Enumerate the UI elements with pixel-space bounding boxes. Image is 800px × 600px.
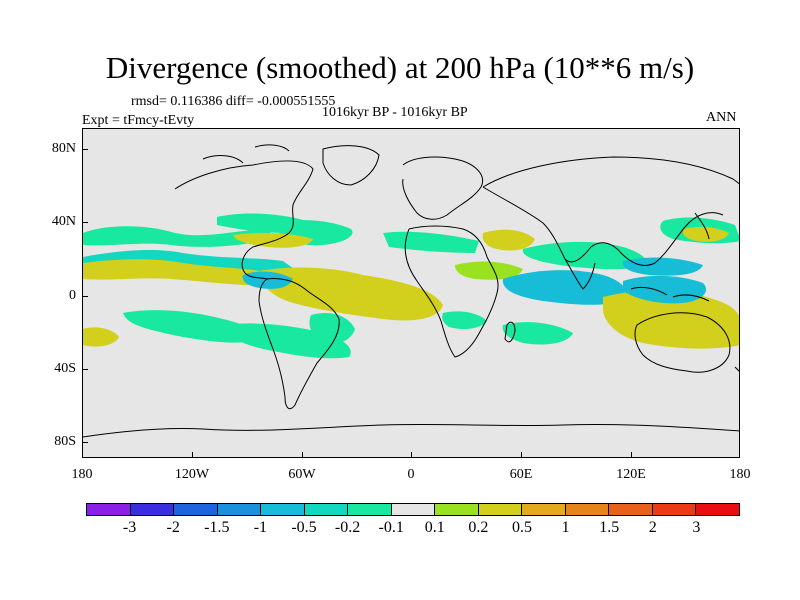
x-tick-label: 120E [616, 467, 646, 482]
field-cyan-maritime [623, 275, 707, 304]
colorbar-tick-label: 1 [561, 519, 570, 536]
coast-india [564, 258, 596, 290]
colorbar-swatch [652, 504, 697, 515]
coast-greenland [322, 145, 380, 186]
field-green-south-indian [502, 322, 573, 345]
field-lime-sahel [455, 261, 523, 280]
tick-80s-mark [82, 442, 88, 443]
x-tick-label: 60E [509, 467, 533, 482]
period-label: 1016kyr BP - 1016kyr BP [322, 105, 468, 120]
x-tick-mark [521, 452, 522, 458]
coast-asia [482, 156, 739, 266]
colorbar-swatch [391, 504, 436, 515]
colorbar-swatch [696, 504, 739, 515]
map-panel[interactable] [82, 128, 740, 458]
field-green-south-pacific [123, 310, 255, 343]
coast-australia [634, 312, 731, 373]
field-olive-south-america [259, 267, 443, 321]
coast-new-zealand [734, 366, 739, 372]
coast-south-america [258, 278, 340, 410]
colorbar-tick-label: -0.1 [378, 519, 404, 536]
coast-africa [404, 225, 499, 358]
field-green-south-pacific-2 [223, 323, 351, 359]
colorbar-swatch [130, 504, 175, 515]
colorbar-tick-label: -2 [166, 519, 180, 536]
coast-japan [694, 212, 710, 240]
y-tick-label: 0 [69, 288, 76, 303]
coast-madagascar [504, 321, 516, 343]
tick-0-mark [82, 296, 88, 297]
colorbar-tick-label: 2 [648, 519, 657, 536]
field-olive-pacific-band [83, 259, 275, 286]
colorbar-swatch [261, 504, 305, 515]
colorbar-tick-label: -0.2 [334, 519, 361, 536]
plot-title: Divergence (smoothed) at 200 hPa (10**6 … [105, 50, 695, 85]
field-green-west-africa [383, 231, 479, 253]
y-tick-label: 80S [54, 434, 76, 449]
colorbar-tick-label: 3 [692, 519, 701, 536]
tick-80n-mark [82, 149, 88, 150]
x-tick-mark [739, 452, 740, 458]
colorbar-swatch [217, 504, 262, 515]
colorbar [86, 503, 740, 516]
field-olive-sw-pacific [83, 327, 119, 347]
field-teal-east-asia [622, 257, 703, 276]
field-olive-west-pacific [682, 226, 729, 242]
colorbar-tick-label: -1.5 [204, 519, 230, 536]
y-tick-label: 40N [51, 214, 76, 229]
x-tick-label: 60W [288, 467, 316, 482]
field-green-east-pacific-n [217, 213, 311, 233]
coast-arctic-islands [202, 144, 290, 164]
x-tick-mark [302, 452, 303, 458]
x-tick-mark [631, 452, 632, 458]
coastlines [83, 144, 739, 438]
x-tick-mark [82, 452, 83, 458]
colorbar-swatch [522, 504, 566, 515]
colorbar-swatch [609, 504, 653, 515]
coast-europe [402, 156, 483, 220]
field-olive-maritime [603, 290, 739, 349]
colorbar-swatch [87, 504, 131, 515]
colorbar-swatch [478, 504, 523, 515]
colorbar-tick-label: -1 [253, 519, 268, 536]
x-tick-label: 120W [174, 467, 210, 482]
field-lime-north-africa [482, 229, 535, 251]
x-tick-mark [192, 452, 193, 458]
divergence-fields [83, 213, 739, 359]
y-tick-label: 40S [54, 361, 76, 376]
colorbar-tick-label: -3 [122, 519, 137, 536]
field-green-sw-atlantic [442, 311, 487, 329]
colorbar-swatch [435, 504, 479, 515]
colorbar-swatch [304, 504, 349, 515]
colorbar-swatch [565, 504, 610, 515]
colorbar-tick-label: 1.5 [599, 519, 620, 536]
colorbar-tick-label: -0.5 [291, 519, 317, 536]
x-tick-label: 180 [729, 467, 751, 482]
colorbar-tick-label: 0.2 [468, 519, 489, 536]
field-olive-east-pacific-n [233, 232, 313, 248]
experiment-label: Expt = tFmcy-tEvty [82, 113, 195, 128]
season-label: ANN [706, 110, 737, 125]
x-tick-label: 180 [71, 467, 93, 482]
colorbar-tick-label: 0.1 [424, 519, 445, 536]
coast-antarctica [83, 423, 739, 438]
stats-label: rmsd= 0.116386 diff= -0.000551555 [131, 94, 336, 109]
field-cyan-indian-ocean [502, 270, 627, 305]
colorbar-tick-label: 0.5 [512, 519, 532, 536]
x-tick-label: 0 [407, 467, 415, 482]
colorbar-swatch [174, 504, 218, 515]
field-green-indian [522, 241, 647, 270]
field-green-north-pacific [83, 226, 277, 247]
divergence-map [83, 129, 739, 457]
y-tick-label: 80N [51, 141, 76, 156]
x-tick-mark [411, 452, 412, 458]
tick-40s-mark [82, 369, 88, 370]
coast-north-america [174, 160, 314, 280]
colorbar-swatch [348, 504, 392, 515]
tick-40n-mark [82, 222, 88, 223]
field-teal-central-america [242, 271, 293, 289]
coast-indonesia [630, 286, 710, 302]
